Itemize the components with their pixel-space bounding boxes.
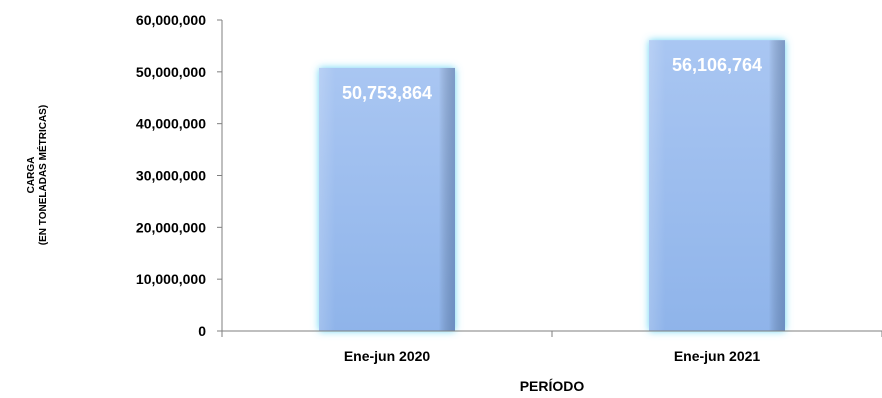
y-tick-label: 60,000,000 bbox=[136, 12, 206, 28]
bar-data-label: 56,106,764 bbox=[672, 55, 762, 75]
y-axis: 0 10,000,000 20,000,000 30,000,000 40,000,00… bbox=[136, 12, 223, 339]
bar-shade bbox=[649, 40, 785, 332]
bars: 50,753,864 56,106,764 bbox=[319, 40, 785, 332]
x-tick-label: Ene-jun 2020 bbox=[344, 348, 431, 364]
x-tick-label: Ene-jun 2021 bbox=[674, 348, 761, 364]
y-tick-label: 30,000,000 bbox=[136, 168, 206, 184]
y-tick-label: 10,000,000 bbox=[136, 271, 206, 287]
y-tick-label: 50,000,000 bbox=[136, 64, 206, 80]
x-axis-title: PERÍODO bbox=[520, 378, 585, 394]
bar-shade bbox=[319, 67, 455, 331]
y-axis-title-line2: (EN TONELADAS MÉTRICAS) bbox=[36, 105, 49, 245]
y-tick-label: 0 bbox=[198, 323, 206, 339]
y-axis-title: CARGA (EN TONELADAS MÉTRICAS) bbox=[26, 105, 49, 245]
y-tick-label: 20,000,000 bbox=[136, 219, 206, 235]
y-tick-label: 40,000,000 bbox=[136, 116, 206, 132]
bar-data-label: 50,753,864 bbox=[342, 83, 432, 103]
y-axis-title-line1: CARGA bbox=[26, 157, 37, 194]
x-axis: Ene-jun 2020 Ene-jun 2021 bbox=[221, 330, 882, 364]
